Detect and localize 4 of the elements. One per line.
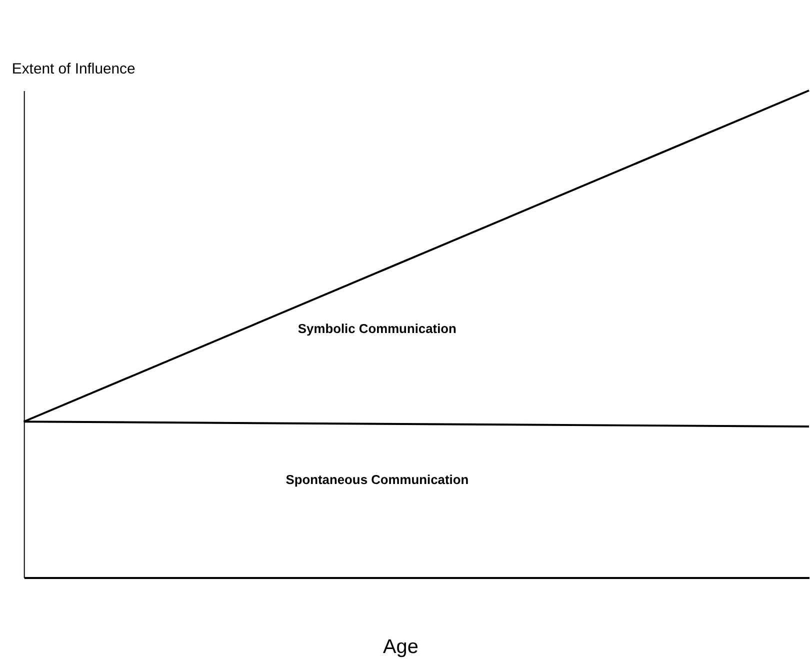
- annotation: Symbolic Communication: [298, 321, 457, 336]
- annotation: Spontaneous Communication: [286, 472, 469, 488]
- x-axis-title: Age: [383, 636, 418, 658]
- y-axis-title: Extent of Influence: [12, 62, 136, 78]
